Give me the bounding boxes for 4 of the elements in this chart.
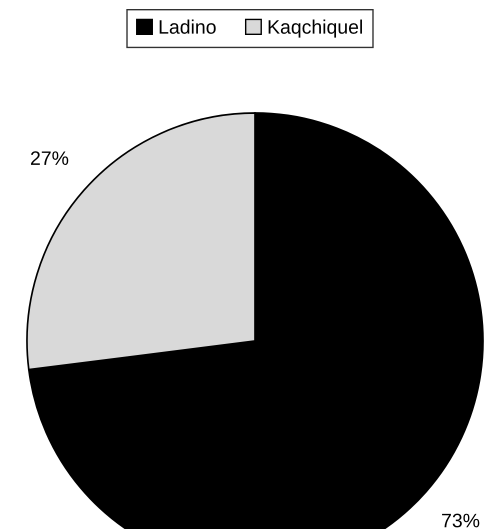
data-label: 27%: [30, 151, 68, 165]
data-label: 73%: [442, 514, 480, 528]
legend-label: Kaqchiquel: [268, 20, 362, 38]
legend-label: Ladino: [160, 20, 216, 34]
